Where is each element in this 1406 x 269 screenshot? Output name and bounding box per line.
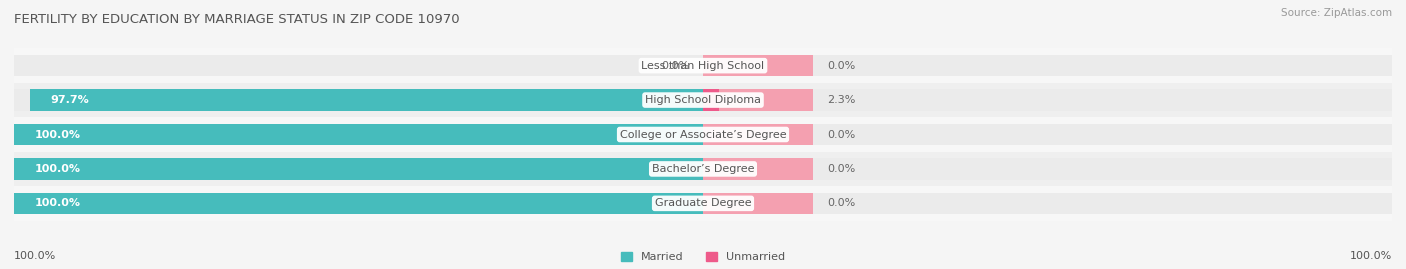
Text: FERTILITY BY EDUCATION BY MARRIAGE STATUS IN ZIP CODE 10970: FERTILITY BY EDUCATION BY MARRIAGE STATU… [14,13,460,26]
Bar [14,55,703,76]
Text: Less than High School: Less than High School [641,61,765,71]
Bar [703,55,1392,76]
Bar [14,48,1392,83]
Text: Bachelor’s Degree: Bachelor’s Degree [652,164,754,174]
Bar [14,124,703,145]
Text: 100.0%: 100.0% [35,164,80,174]
Bar [703,89,813,111]
Bar [703,158,1392,180]
Bar [703,158,813,180]
Text: 0.0%: 0.0% [661,61,689,71]
Bar [703,55,813,76]
Text: 100.0%: 100.0% [1350,251,1392,261]
Bar [14,193,703,214]
Text: College or Associate’s Degree: College or Associate’s Degree [620,129,786,140]
Text: Graduate Degree: Graduate Degree [655,198,751,208]
Text: 100.0%: 100.0% [35,129,80,140]
Bar [14,83,1392,117]
Bar [14,158,703,180]
Text: 0.0%: 0.0% [827,198,855,208]
Text: 100.0%: 100.0% [35,198,80,208]
Bar [14,152,1392,186]
Bar [14,193,703,214]
Bar [14,117,1392,152]
Text: 2.3%: 2.3% [827,95,855,105]
Text: 0.0%: 0.0% [827,129,855,140]
Bar [14,89,703,111]
Bar [703,89,718,111]
Text: Source: ZipAtlas.com: Source: ZipAtlas.com [1281,8,1392,18]
Bar [14,186,1392,221]
Legend: Married, Unmarried: Married, Unmarried [617,248,789,267]
Bar [703,193,813,214]
Bar [703,89,1392,111]
Text: 100.0%: 100.0% [14,251,56,261]
Text: 97.7%: 97.7% [51,95,90,105]
Bar [703,124,813,145]
Bar [30,89,703,111]
Bar [14,124,703,145]
Bar [14,158,703,180]
Text: High School Diploma: High School Diploma [645,95,761,105]
Bar [703,124,1392,145]
Text: 0.0%: 0.0% [827,164,855,174]
Text: 0.0%: 0.0% [827,61,855,71]
Bar [703,193,1392,214]
